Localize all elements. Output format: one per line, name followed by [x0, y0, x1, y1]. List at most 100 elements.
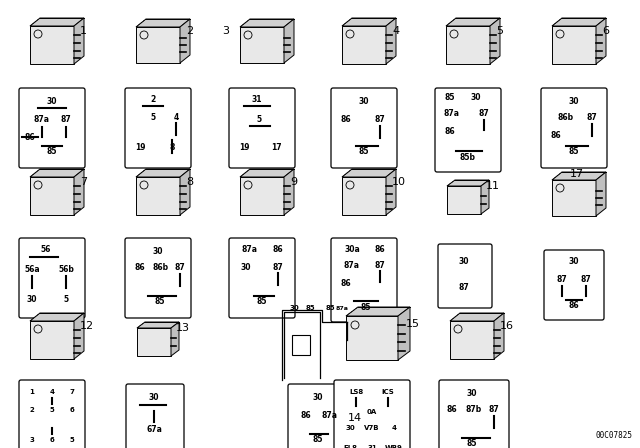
Text: 30: 30 — [459, 258, 469, 267]
Text: 7: 7 — [80, 177, 87, 187]
Text: 86: 86 — [301, 412, 311, 421]
Text: 30: 30 — [569, 98, 579, 107]
Text: 31: 31 — [252, 95, 262, 104]
Text: 87a: 87a — [242, 246, 258, 254]
Text: FL8: FL8 — [343, 445, 357, 448]
Text: 85: 85 — [257, 297, 268, 306]
FancyBboxPatch shape — [229, 88, 295, 168]
Text: 86: 86 — [340, 116, 351, 125]
Bar — [292, 335, 310, 355]
Text: 86: 86 — [447, 405, 458, 414]
Text: 12: 12 — [80, 321, 94, 331]
FancyBboxPatch shape — [19, 380, 85, 448]
Text: 87b: 87b — [466, 405, 482, 414]
Text: 85: 85 — [361, 302, 371, 311]
Text: 86: 86 — [569, 302, 579, 310]
FancyBboxPatch shape — [229, 238, 295, 318]
Bar — [346, 316, 398, 360]
Text: 7: 7 — [70, 389, 74, 395]
Polygon shape — [494, 313, 504, 359]
Text: 11: 11 — [486, 181, 500, 191]
Text: 6: 6 — [70, 407, 74, 413]
Bar — [240, 177, 284, 215]
Polygon shape — [481, 180, 489, 214]
Text: 85: 85 — [313, 435, 323, 444]
FancyBboxPatch shape — [334, 380, 410, 448]
Text: 2: 2 — [29, 407, 35, 413]
FancyBboxPatch shape — [288, 384, 348, 448]
Polygon shape — [180, 169, 190, 215]
Bar — [342, 177, 386, 215]
Text: 87: 87 — [488, 405, 499, 414]
Text: 1: 1 — [80, 26, 87, 36]
Polygon shape — [137, 322, 179, 328]
Text: 19: 19 — [135, 142, 145, 151]
Text: 87a: 87a — [335, 306, 348, 310]
Text: 86: 86 — [550, 132, 561, 141]
Polygon shape — [284, 19, 294, 63]
Text: 86b: 86b — [153, 263, 169, 272]
Polygon shape — [446, 18, 500, 26]
Text: 3: 3 — [29, 437, 35, 443]
Bar — [552, 180, 596, 216]
Text: 87: 87 — [459, 284, 469, 293]
Text: 14: 14 — [348, 413, 362, 423]
FancyBboxPatch shape — [435, 88, 501, 172]
Text: 56a: 56a — [24, 266, 40, 275]
Text: 86: 86 — [25, 133, 35, 142]
Text: 30: 30 — [241, 263, 252, 271]
Text: 10: 10 — [392, 177, 406, 187]
Text: 86: 86 — [340, 280, 351, 289]
Text: 87: 87 — [580, 276, 591, 284]
Text: 30: 30 — [148, 393, 159, 402]
Text: 30: 30 — [359, 98, 369, 107]
Text: 6: 6 — [50, 437, 54, 443]
Bar — [136, 177, 180, 215]
Text: 56: 56 — [41, 246, 51, 254]
Text: LS8: LS8 — [349, 389, 363, 395]
Polygon shape — [74, 18, 84, 64]
Bar — [30, 26, 74, 64]
FancyBboxPatch shape — [125, 88, 191, 168]
Text: 86b: 86b — [558, 113, 574, 122]
Text: 30: 30 — [153, 247, 163, 257]
Polygon shape — [136, 169, 190, 177]
Bar — [30, 177, 74, 215]
Bar — [136, 27, 180, 63]
Text: 86: 86 — [374, 245, 385, 254]
Polygon shape — [447, 180, 489, 186]
Text: 30: 30 — [467, 389, 477, 399]
FancyBboxPatch shape — [438, 244, 492, 308]
Polygon shape — [490, 18, 500, 64]
Text: 00C07825: 00C07825 — [595, 431, 632, 440]
Text: 3: 3 — [222, 26, 229, 36]
Text: 4: 4 — [173, 112, 179, 121]
Text: WB9: WB9 — [385, 445, 403, 448]
Text: 31: 31 — [367, 445, 377, 448]
Text: 30: 30 — [471, 94, 481, 103]
Polygon shape — [74, 169, 84, 215]
Polygon shape — [450, 313, 504, 321]
Text: 67a: 67a — [146, 425, 162, 434]
Polygon shape — [552, 18, 606, 26]
Polygon shape — [552, 172, 606, 180]
Text: 5: 5 — [150, 112, 156, 121]
Text: 87a: 87a — [444, 109, 460, 119]
Polygon shape — [240, 19, 294, 27]
Text: 85: 85 — [467, 439, 477, 448]
FancyBboxPatch shape — [439, 380, 509, 448]
Text: 87: 87 — [175, 263, 186, 272]
Bar — [446, 26, 490, 64]
Text: 85b: 85b — [460, 152, 476, 161]
Text: 15: 15 — [406, 319, 420, 329]
Polygon shape — [30, 169, 84, 177]
Polygon shape — [74, 313, 84, 359]
Text: 19: 19 — [239, 143, 249, 152]
Text: 5: 5 — [63, 296, 68, 305]
Bar — [552, 26, 596, 64]
Text: 86: 86 — [445, 128, 455, 137]
Text: 9: 9 — [290, 177, 297, 187]
Polygon shape — [240, 169, 294, 177]
FancyBboxPatch shape — [19, 238, 85, 318]
Polygon shape — [398, 307, 410, 360]
